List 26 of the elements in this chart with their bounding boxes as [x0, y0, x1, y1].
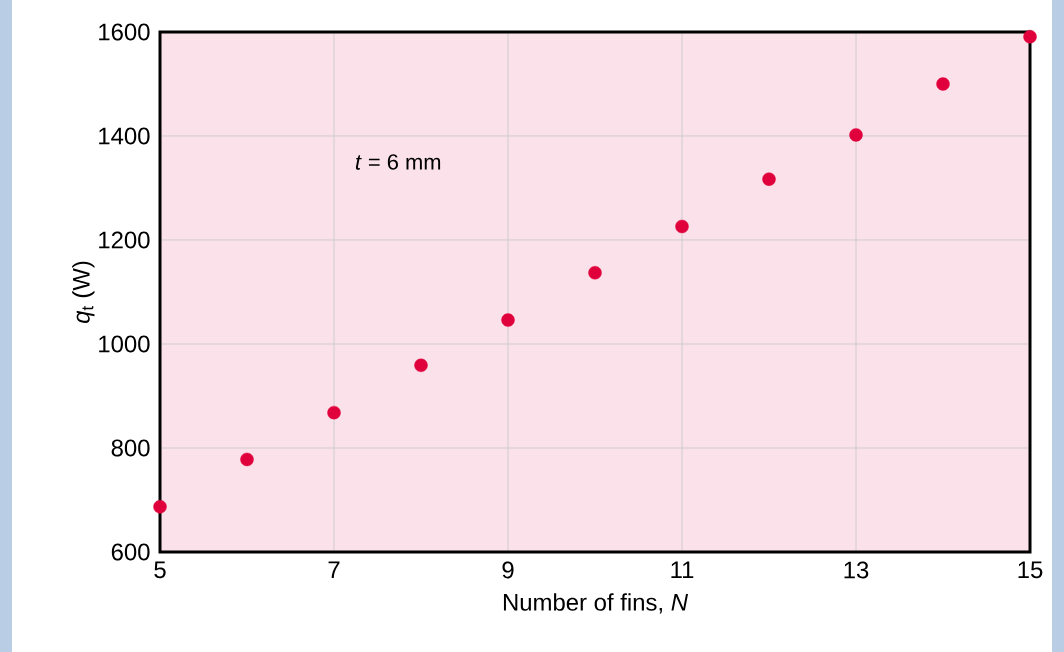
point [1023, 29, 1037, 44]
x-tick-label: 5 [154, 561, 166, 579]
point [501, 313, 515, 327]
point [588, 266, 602, 280]
annotation: t = 6 mm [355, 154, 441, 170]
x-tick-label: 11 [671, 561, 694, 578]
y-tick-label: 600 [111, 543, 150, 561]
point [675, 219, 689, 234]
point [327, 405, 341, 420]
x-tick-label: 13 [844, 561, 869, 579]
y-tick-label: 1600 [99, 23, 150, 41]
y-tick-label: 1200 [99, 231, 150, 249]
x-tick-label: 15 [1018, 561, 1043, 579]
point [762, 172, 776, 186]
x-tick-label: 9 [502, 561, 514, 579]
point [849, 128, 863, 142]
y-axis-title: q$_{t}$ (W) [72, 261, 95, 323]
y-tick-label: 1000 [99, 335, 150, 353]
point [240, 452, 254, 467]
point [414, 358, 428, 373]
y-tick-label: 1400 [99, 127, 150, 145]
x-tick-label: 7 [328, 561, 340, 578]
point [153, 500, 167, 514]
x-axis-title: Number of fins, N [503, 593, 689, 614]
y-tick-label: 800 [111, 439, 150, 457]
point [936, 77, 950, 91]
